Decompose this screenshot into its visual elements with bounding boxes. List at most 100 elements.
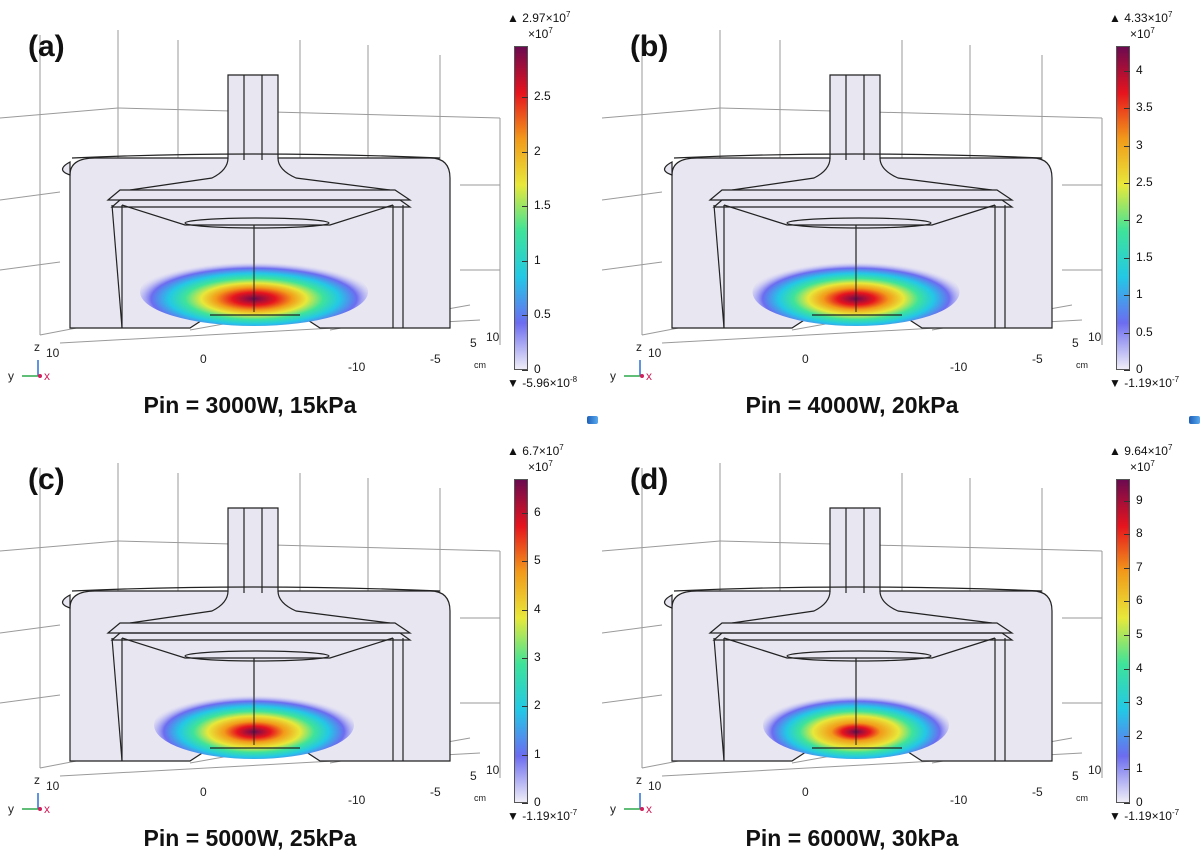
colorbar-tick-label: 5 <box>534 553 541 568</box>
x-tick-label: 5 <box>1072 336 1079 350</box>
colorbar-tick-label: 1.5 <box>534 198 551 213</box>
axis-label-z: z <box>34 773 40 787</box>
x-tick-label: 5 <box>1072 769 1079 783</box>
colorbar-max-exp: 7 <box>1167 443 1173 452</box>
colorbar-min-label: ▼ -1.19×10-7 <box>1109 808 1180 823</box>
colorbar <box>514 479 528 803</box>
colorbar-multiplier: ×107 <box>1130 459 1155 474</box>
panel-caption: Pin = 6000W, 30kPa <box>745 825 959 851</box>
panel-a: (a) Pin = 3000W, 15kPa ▲ 2.97×107 ×107 ▼ -5.… <box>0 0 602 432</box>
colorbar-min-exp: -7 <box>569 808 578 817</box>
colorbar-min-exp: -7 <box>1171 375 1180 384</box>
colorbar-tick-label: 0.5 <box>534 307 551 322</box>
colorbar-tick-mark <box>1124 803 1130 804</box>
colorbar-tick-label: 0 <box>534 362 541 376</box>
colorbar-tick-mark <box>1124 108 1130 110</box>
colorbar-tick-label: 1 <box>1136 761 1143 776</box>
axis-label-z: z <box>636 340 642 354</box>
x-tick-label: 10 <box>486 330 500 344</box>
axis-unit: cm <box>1076 360 1088 370</box>
axis-label-x: x <box>44 369 50 383</box>
colorbar-tick-label: 8 <box>1136 526 1143 541</box>
colorbar-tick-mark <box>522 706 528 708</box>
colorbar-tick-mark <box>1124 702 1130 704</box>
colorbar-tick-label: 2 <box>1136 727 1143 742</box>
reactor-geometry <box>0 463 501 811</box>
colorbar-tick-label: 0 <box>1136 795 1143 809</box>
colorbar-tick-label: 2 <box>534 698 541 713</box>
axis-unit: cm <box>474 793 486 803</box>
colorbar-tick-mark <box>522 657 528 659</box>
colorbar-tick-mark <box>522 151 528 153</box>
colorbar-tick-mark <box>1124 769 1130 771</box>
colorbar-tick-label: 4 <box>1136 62 1143 77</box>
colorbar-tick-mark <box>522 206 528 208</box>
z-tick-label: 10 <box>648 346 662 360</box>
x-tick-label: -5 <box>430 785 441 799</box>
colorbar-tick-mark <box>522 609 528 611</box>
colorbar-tick-label: 3 <box>1136 694 1143 709</box>
colorbar-tick-label: 7 <box>1136 559 1143 574</box>
panel-tag: (a) <box>28 30 65 63</box>
colorbar-multiplier-base: ×10 <box>528 27 549 41</box>
axis-label-x: x <box>646 802 652 816</box>
axis-triad <box>22 793 42 811</box>
axis-triad <box>624 360 644 378</box>
colorbar-tick-mark <box>1124 500 1130 502</box>
axis-label-y: y <box>610 369 616 383</box>
colorbar-tick-label: 5 <box>1136 626 1143 641</box>
colorbar-tick-mark <box>1124 668 1130 670</box>
y-tick-label: 0 <box>200 785 207 799</box>
panel-tag: (c) <box>28 463 65 496</box>
colorbar-tick-mark <box>1124 295 1130 297</box>
colorbar-tick-label: 0.5 <box>1136 324 1153 339</box>
colorbar-max-label: ▲ 9.64×107 <box>1109 443 1173 458</box>
panel-d: (d) Pin = 6000W, 30kPa ▲ 9.64×107 ×107 ▼ -1.… <box>602 433 1204 865</box>
colorbar-tick-mark <box>522 754 528 756</box>
colorbar-multiplier-exp: 7 <box>548 459 553 468</box>
colorbar-min-mantissa: -1.19×10 <box>1124 809 1172 823</box>
colorbar-tick-label: 3 <box>534 649 541 664</box>
x-tick-label: -5 <box>1032 352 1043 366</box>
colorbar-tick-mark <box>1124 601 1130 603</box>
colorbar-max-exp: 7 <box>1167 10 1173 19</box>
colorbar-tick-label: 9 <box>1136 492 1143 507</box>
colorbar-max-label: ▲ 2.97×107 <box>507 10 571 25</box>
y-tick-label: -10 <box>348 360 366 374</box>
colorbar-tick-mark <box>1124 567 1130 569</box>
colorbar-tick-label: 4 <box>534 601 541 616</box>
y-tick-label: -10 <box>348 793 366 807</box>
colorbar-tick-mark <box>522 315 528 317</box>
colorbar-tick-label: 3 <box>1136 137 1143 152</box>
colorbar-tick-mark <box>1124 257 1130 259</box>
axis-label-x: x <box>646 369 652 383</box>
colorbar-max-exp: 7 <box>559 443 564 452</box>
colorbar-min-mantissa: -1.19×10 <box>1124 376 1172 390</box>
x-tick-label: 10 <box>1088 330 1102 344</box>
colorbar-tick-label: 4 <box>1136 660 1143 675</box>
colorbar <box>1116 46 1130 370</box>
axis-label-x: x <box>44 802 50 816</box>
axis-triad <box>624 793 644 811</box>
colorbar-multiplier-base: ×10 <box>528 460 549 474</box>
colorbar-min-mantissa: -1.19×10 <box>522 809 570 823</box>
colorbar-tick-mark <box>522 370 528 371</box>
panel-tag: (d) <box>630 463 669 496</box>
colorbar-multiplier: ×107 <box>528 459 553 474</box>
panel-b: (b) Pin = 4000W, 20kPa ▲ 4.33×107 ×107 ▼ -1.… <box>602 0 1204 432</box>
y-tick-label: -10 <box>950 360 968 374</box>
colorbar-tick-label: 0 <box>1136 362 1143 376</box>
colorbar-max-mantissa: 9.64×10 <box>1124 444 1168 458</box>
colorbar-tick-label: 6 <box>1136 593 1143 608</box>
x-tick-label: 10 <box>1088 763 1102 777</box>
colorbar-tick-label: 0 <box>534 795 541 809</box>
colorbar-tick-label: 1 <box>534 252 541 267</box>
colorbar-multiplier-exp: 7 <box>548 26 553 35</box>
x-tick-label: -5 <box>1032 785 1043 799</box>
software-logo-icon <box>587 416 598 424</box>
colorbar-tick-label: 2 <box>1136 212 1143 227</box>
colorbar-tick-mark <box>1124 220 1130 222</box>
colorbar <box>1116 479 1130 803</box>
reactor-geometry <box>602 30 1103 378</box>
colorbar-max-label: ▲ 4.33×107 <box>1109 10 1173 25</box>
